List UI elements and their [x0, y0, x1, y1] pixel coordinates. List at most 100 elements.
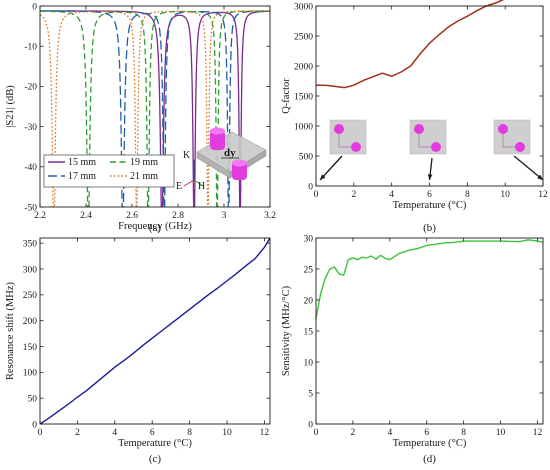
panel-b-xtick-label: 12 — [538, 190, 548, 200]
panel-d-xtick-label: 8 — [461, 428, 466, 438]
series-line-15-mm — [40, 10, 270, 207]
panel-c-xtick-label: 6 — [150, 428, 155, 438]
panel-c-xtick-label: 0 — [38, 428, 43, 438]
panel-a-inset: dy K E H — [176, 127, 267, 192]
panel-a-frame — [39, 5, 271, 208]
panel-d-ytick-label: 15 — [304, 327, 314, 337]
panel-c-ytick-label: 200 — [23, 317, 38, 327]
panel-b-ytick-label: 1000 — [294, 122, 313, 132]
panel-b-xtick-label: 8 — [465, 190, 470, 200]
legend-label-19-mm: 19 mm — [130, 157, 158, 168]
inset-pillar-2 — [232, 162, 247, 180]
panel-d-ytick-label: 0 — [308, 420, 313, 430]
panel-a-ylabel: |S21| (dB) — [5, 85, 16, 128]
panel-a-ytick-label: -40 — [24, 163, 37, 173]
inset-arrow-head — [320, 174, 326, 180]
panel-c-label: (c) — [149, 453, 162, 465]
panel-c-ytick-label: 250 — [23, 291, 38, 301]
panel-c-xtick-label: 10 — [222, 428, 232, 438]
inset-k-label: K — [183, 150, 191, 161]
panel-a-ytick-label: 0 — [32, 2, 37, 12]
panel-c-xtick-label: 8 — [187, 428, 192, 438]
panel-d-ytick-label: 30 — [304, 234, 314, 244]
panel-c-ytick-label: 350 — [23, 239, 38, 249]
unit-cell-resonator-1 — [414, 124, 424, 134]
panel-c-ytick-label: 0 — [32, 420, 37, 430]
inset-e-label: E — [176, 181, 182, 192]
panel-c-xlabel: Temperature (°C) — [118, 438, 192, 449]
panel-d-xtick-label: 6 — [424, 428, 429, 438]
legend-label-17-mm: 17 mm — [68, 171, 96, 182]
unit-cell-resonator-2 — [351, 142, 361, 152]
panel-b-xtick-label: 0 — [314, 190, 319, 200]
panel-d-ytick-label: 20 — [304, 296, 314, 306]
panel-d-xtick-label: 12 — [533, 428, 543, 438]
unit-cell-inset-2 — [409, 119, 447, 155]
panel-d-xtick-label: 0 — [314, 428, 319, 438]
inset-arrow-head — [537, 174, 543, 180]
panel-d: 0 2 4 6 8 10 12 0 5 10 15 20 25 30 Temperature (°C) Sen… — [281, 234, 544, 465]
inset-pillar-1-top — [210, 127, 225, 135]
panel-a-label: (a) — [149, 222, 162, 234]
panel-d-xtick-label: 2 — [351, 428, 356, 438]
panel-b-label: (b) — [423, 222, 436, 234]
panel-b: 0 2 4 6 8 10 12 0 500 1000 1500 2000 2500 3000 Tempera… — [281, 0, 548, 234]
panel-b-ytick-label: 1500 — [294, 92, 313, 102]
panel-a-xtick-label: 2.4 — [80, 211, 92, 221]
sensitivity-line — [315, 239, 544, 319]
panel-a-xtick-label: 3 — [222, 211, 227, 221]
inset-arrow-head — [427, 174, 433, 180]
series-line-21-mm — [40, 10, 270, 207]
panel-b-xlabel: Temperature (°C) — [393, 200, 467, 211]
panel-b-ytick-label: 3000 — [294, 2, 313, 12]
panel-c-ylabel: Resonance shift (MHz) — [5, 282, 16, 380]
panel-a-xlabel: Frequency (GHz) — [118, 221, 192, 232]
panel-a-ytick-label: -50 — [24, 203, 37, 213]
inset-pillar-1 — [210, 130, 225, 150]
panel-c-ytick-label: 150 — [23, 343, 38, 353]
series-line-17-mm — [40, 10, 270, 207]
inset-e-arrow — [183, 179, 195, 187]
inset-h-arrow — [193, 179, 204, 187]
panel-a-xtick-label: 2.2 — [34, 211, 46, 221]
panel-c-frame — [39, 237, 271, 425]
panel-a-xtick-label: 2.8 — [172, 211, 184, 221]
panel-b-ylabel: Q-factor — [281, 78, 292, 114]
panel-b-ytick-label: 2000 — [294, 62, 313, 72]
inset-dy-label: dy — [224, 147, 236, 159]
panel-d-xtick-label: 4 — [387, 428, 392, 438]
panel-c-xtick-label: 2 — [75, 428, 80, 438]
panel-c-xtick-label: 12 — [260, 428, 270, 438]
unit-cell-resonator-2 — [431, 142, 441, 152]
unit-cell-resonator-2 — [515, 142, 525, 152]
unit-cell-inset-3 — [493, 119, 531, 155]
panel-c: 0 2 4 6 8 10 12 0 50 100 150 200 250 300 350 Temperatur… — [5, 237, 271, 465]
resonance-shift-line — [39, 237, 271, 425]
series-line-19-mm — [40, 10, 270, 207]
panel-d-ytick-label: 25 — [304, 265, 314, 275]
panel-c-ytick-label: 300 — [23, 265, 38, 275]
panel-d-frame — [315, 237, 544, 425]
unit-cell-resonator-1 — [498, 124, 508, 134]
panel-b-xtick-label: 4 — [389, 190, 394, 200]
panel-a-ytick-label: -30 — [24, 123, 37, 133]
unit-cell-resonator-1 — [334, 124, 344, 134]
panel-b-ytick-label: 500 — [299, 152, 314, 162]
panel-d-xlabel: Temperature (°C) — [393, 438, 467, 449]
panel-c-xtick-label: 4 — [112, 428, 117, 438]
q-factor-line — [316, 0, 505, 89]
panel-a-xtick-label: 2.6 — [126, 211, 138, 221]
panel-b-frame — [315, 5, 544, 187]
panel-b-xtick-label: 6 — [427, 190, 432, 200]
unit-cell-inset-1 — [329, 119, 367, 155]
panel-a-ytick-label: -20 — [24, 83, 37, 93]
panel-b-ytick-label: 2500 — [294, 32, 313, 42]
panel-c-ytick-label: 100 — [23, 369, 38, 379]
panel-a: dy K E H 15 mm 19 mm 17 mm 21 mm 2.2 2.4 2.6 2.8 3 3.… — [5, 2, 276, 234]
panel-a-plot — [40, 10, 270, 207]
panel-a-ytick-label: -10 — [24, 43, 37, 53]
panel-b-xtick-label: 2 — [351, 190, 356, 200]
inset-h-label: H — [198, 181, 205, 192]
inset-pillar-2-top — [232, 159, 247, 167]
